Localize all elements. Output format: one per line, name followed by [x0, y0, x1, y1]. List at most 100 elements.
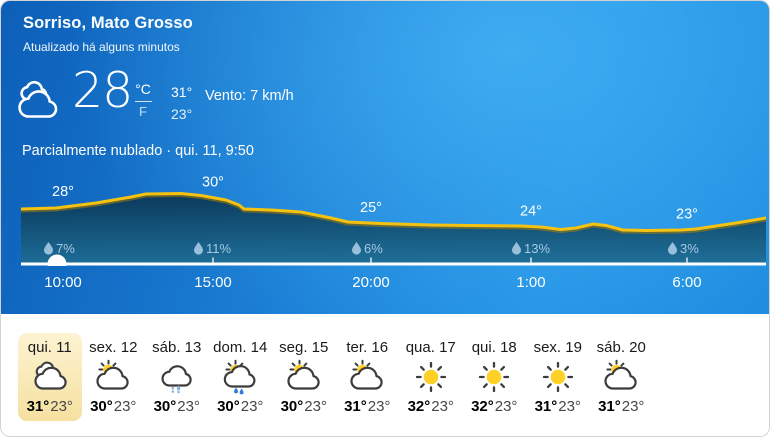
forecast-high: 31°: [534, 398, 558, 415]
forecast-day-temps: 31°23°: [598, 398, 644, 415]
time-axis-label: 15:00: [194, 274, 232, 291]
forecast-day-name: dom. 14: [213, 339, 268, 356]
daily-forecast-row: qui. 11 31°23° sex. 12 30°23° sáb. 13: [18, 333, 653, 421]
forecast-day-temps: 30°23°: [154, 398, 200, 415]
forecast-day-temps: 31°23°: [27, 398, 73, 415]
time-axis-label: 20:00: [352, 274, 390, 291]
forecast-day-item[interactable]: qui. 11 31°23°: [18, 333, 82, 421]
weather-icon: [32, 359, 68, 395]
forecast-day-item[interactable]: sáb. 20 31°23°: [590, 333, 654, 421]
forecast-low: 23°: [558, 398, 581, 415]
sunny-icon: [542, 361, 573, 393]
forecast-high: 30°: [153, 398, 177, 415]
forecast-day-item[interactable]: ter. 16 31°23°: [336, 333, 400, 421]
time-slider-knob[interactable]: [47, 254, 67, 267]
rain-showers-sun-icon: [224, 359, 256, 395]
unit-fahrenheit-button[interactable]: F: [139, 104, 147, 119]
forecast-day-name: sáb. 13: [152, 339, 202, 356]
partly-sunny-icon: [287, 359, 320, 390]
partly-sunny-icon: [96, 359, 129, 390]
chart-precip-label: 11%: [206, 241, 231, 256]
partly-sunny-icon: [350, 359, 383, 390]
temperature-area-fill: [21, 193, 766, 264]
weather-icon: [159, 359, 195, 395]
forecast-low: 23°: [50, 398, 73, 415]
location-title: Sorriso, Mato Grosso: [23, 14, 193, 32]
forecast-day-name: qua. 17: [405, 339, 456, 356]
forecast-low: 23°: [304, 398, 327, 415]
raindrop-icon: [194, 242, 203, 255]
cloudy-icon: [34, 361, 67, 390]
forecast-day-name: sex. 19: [533, 339, 582, 356]
weather-icon: [540, 359, 576, 395]
forecast-high: 30°: [90, 398, 113, 415]
forecast-day-temps: 30°23°: [217, 398, 263, 415]
forecast-day-name: ter. 16: [346, 339, 389, 356]
unit-toggle[interactable]: °C F: [133, 82, 153, 119]
forecast-day-item[interactable]: sex. 19 31°23°: [526, 333, 590, 421]
temperature-line-shadow: [21, 193, 766, 235]
forecast-day-name: sáb. 20: [596, 339, 646, 356]
forecast-day-item[interactable]: qua. 17 32°23°: [399, 333, 463, 421]
forecast-low: 23°: [431, 398, 454, 415]
forecast-day-item[interactable]: qui. 18 32°23°: [463, 333, 527, 421]
forecast-day-name: qui. 18: [471, 339, 517, 356]
forecast-day-temps: 32°23°: [471, 398, 517, 415]
chart-temp-label: 24°: [520, 204, 542, 220]
chart-temp-label: 28°: [52, 184, 74, 200]
weather-hero-panel: Sorriso, Mato Grosso Atualizado há algun…: [1, 1, 769, 314]
weather-icon: [603, 359, 639, 395]
today-low: 23°: [171, 106, 193, 122]
forecast-high: 32°: [407, 398, 431, 415]
forecast-high: 31°: [598, 398, 621, 415]
forecast-day-temps: 31°23°: [344, 398, 390, 415]
today-high: 31°: [171, 84, 193, 100]
chart-temp-label: 23°: [676, 207, 698, 223]
temperature-line: [21, 192, 766, 232]
forecast-high: 30°: [280, 398, 304, 415]
cloudy-icon: [16, 79, 64, 126]
forecast-day-temps: 30°23°: [90, 398, 136, 415]
chart-precip-label: 7%: [56, 241, 75, 256]
forecast-day-name: seg. 15: [279, 339, 329, 356]
hourly-temperature-chart[interactable]: 28° 7% 30° 11% 25° 6% 24° 13% 23° 3%: [21, 166, 766, 266]
chart-temp-label: 30°: [202, 175, 224, 191]
wind-label: Vento: 7 km/h: [205, 88, 294, 104]
high-low-block: 31° 23°: [171, 84, 192, 122]
unit-celsius-button[interactable]: °C: [135, 81, 151, 97]
forecast-day-item[interactable]: dom. 14 30°23°: [209, 333, 273, 421]
weather-icon: [222, 359, 258, 395]
time-axis-label: 6:00: [672, 274, 702, 291]
time-axis-label: 10:00: [44, 274, 82, 291]
updated-status: Atualizado há alguns minutos: [23, 40, 180, 54]
unit-divider: [134, 101, 152, 102]
forecast-day-item[interactable]: sex. 12 30°23°: [82, 333, 146, 421]
sunny-icon: [479, 361, 510, 393]
forecast-low: 23°: [494, 398, 518, 415]
chart-precip-label: 13%: [524, 241, 550, 256]
chart-precip-label: 3%: [680, 241, 699, 256]
forecast-low: 23°: [113, 398, 137, 415]
forecast-day-temps: 31°23°: [535, 398, 581, 415]
weather-icon: [476, 359, 512, 395]
forecast-day-temps: 32°23°: [408, 398, 454, 415]
raindrop-icon: [352, 242, 361, 255]
weather-icon: [349, 359, 385, 395]
time-axis: 10:00 15:00 20:00 1:00 6:00: [21, 274, 766, 294]
weather-icon: [95, 359, 131, 395]
drizzle-icon: [161, 365, 192, 394]
forecast-day-name: sex. 12: [89, 339, 138, 356]
daily-forecast-section: qui. 11 31°23° sex. 12 30°23° sáb. 13: [1, 314, 769, 436]
forecast-high: 31°: [344, 398, 367, 415]
forecast-high: 31°: [26, 398, 50, 415]
forecast-day-item[interactable]: sáb. 13 30°23°: [145, 333, 209, 421]
forecast-low: 23°: [621, 398, 645, 415]
chart-temp-label: 25°: [360, 200, 382, 216]
sunny-icon: [415, 361, 446, 393]
forecast-low: 23°: [240, 398, 264, 415]
partly-sunny-icon: [604, 359, 637, 390]
forecast-day-item[interactable]: seg. 15 30°23°: [272, 333, 336, 421]
condition-summary: Parcialmente nublado · qui. 11, 9:50: [22, 143, 254, 159]
forecast-high: 30°: [217, 398, 240, 415]
